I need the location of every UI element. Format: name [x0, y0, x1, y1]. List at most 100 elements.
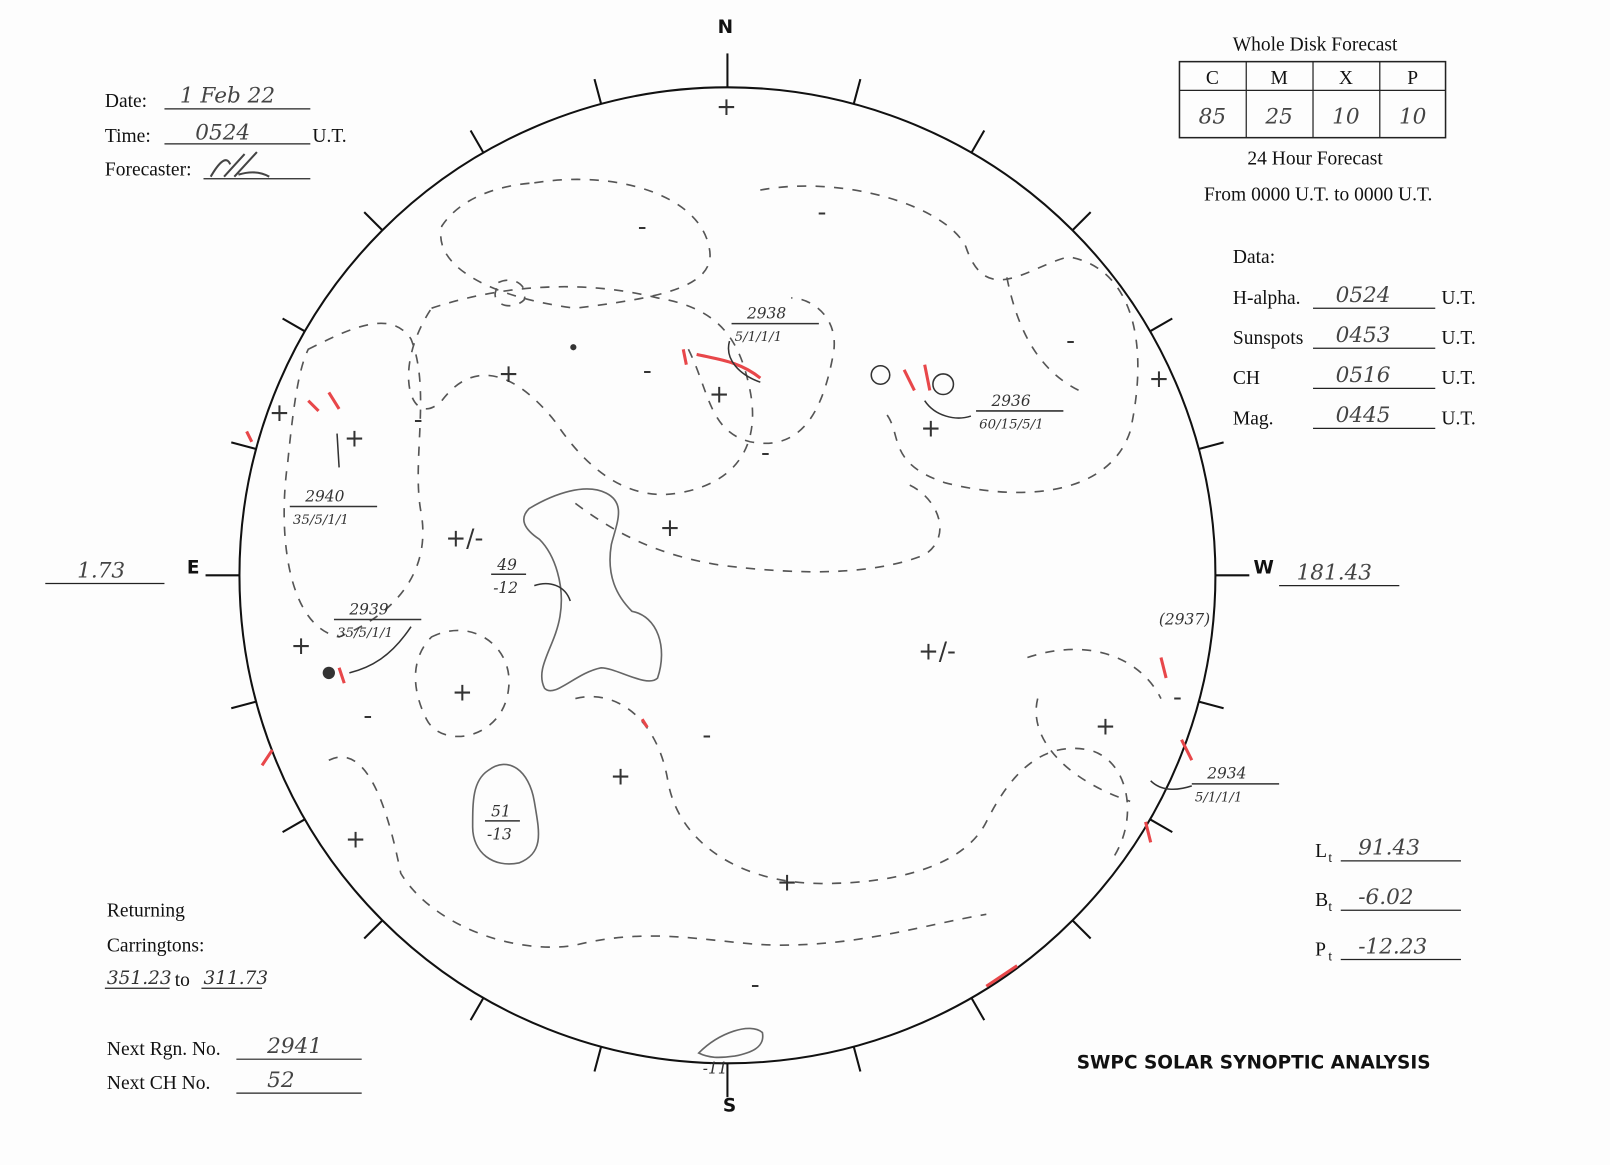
ch-value: -13 — [487, 825, 512, 843]
contour — [328, 756, 987, 948]
next-label: Next Rgn. No. — [107, 1039, 221, 1060]
coronal-hole — [697, 1027, 764, 1059]
coronal-hole — [523, 488, 663, 692]
forecast-column: M — [1270, 68, 1287, 89]
carr-label: Returning — [107, 900, 185, 921]
polarity-mark: - — [1173, 683, 1182, 712]
region-number: 2940 — [304, 487, 344, 505]
tick — [469, 129, 485, 154]
polarity-mark: - — [414, 405, 423, 434]
polarity-mark: - — [817, 198, 826, 227]
polarity-mark: + — [921, 413, 942, 442]
region-data: 35/5/1/1 — [293, 513, 349, 528]
time-unit: U.T. — [312, 126, 346, 147]
data-time: 0445 — [1336, 403, 1391, 428]
east-value: 1.73 — [77, 558, 125, 583]
forecast-value: 10 — [1332, 104, 1360, 129]
data-unit: U.T. — [1441, 368, 1475, 389]
param-value: -6.02 — [1358, 885, 1413, 910]
carr-to: 311.73 — [203, 968, 268, 989]
polarity-mark: + — [777, 868, 798, 897]
param-sub: t — [1328, 949, 1332, 964]
polarity-mark: - — [1066, 326, 1075, 355]
polarity-mark: + — [660, 513, 681, 542]
forecast-value: 25 — [1264, 104, 1292, 129]
region-data: 35/5/1/1 — [337, 626, 393, 641]
polarity-mark: +/- — [918, 636, 956, 665]
region-data: 5/1/1/1 — [735, 330, 782, 345]
tick — [593, 1046, 603, 1072]
contour — [575, 695, 1129, 885]
param-label: P — [1315, 939, 1326, 960]
data-time: 0453 — [1336, 323, 1391, 348]
tick — [1071, 919, 1092, 940]
param-label: L — [1315, 841, 1327, 862]
date-label: Date: — [105, 91, 147, 112]
time: 0524 — [195, 121, 250, 146]
polarity-mark: - — [751, 970, 760, 999]
sunspot — [932, 373, 955, 396]
tick — [970, 129, 986, 154]
east: E — [187, 557, 200, 578]
plage — [245, 348, 1194, 988]
west: W — [1254, 557, 1274, 578]
carr-label: Carringtons: — [107, 935, 205, 956]
tick — [231, 441, 257, 451]
south: S — [723, 1096, 736, 1117]
tick — [363, 211, 384, 231]
contour — [1027, 648, 1162, 803]
tick — [1149, 818, 1173, 834]
data-time: 0524 — [1336, 283, 1391, 308]
data-label: Mag. — [1233, 408, 1274, 429]
data-unit: U.T. — [1441, 328, 1475, 349]
tick — [469, 997, 485, 1021]
tick — [282, 317, 306, 333]
tick — [1149, 317, 1173, 333]
tick — [593, 78, 603, 105]
forecast-period: 24 Hour Forecast — [1247, 148, 1383, 169]
contour — [407, 285, 754, 496]
param-label: B — [1315, 890, 1328, 911]
param-sub: t — [1328, 899, 1332, 914]
param-sub: t — [1328, 850, 1332, 865]
polarity-mark: + — [1095, 711, 1116, 740]
sunspot — [870, 364, 891, 385]
region-number: 2938 — [746, 304, 786, 322]
sunspot — [570, 344, 577, 351]
forecaster-label: Forecaster: — [105, 160, 192, 181]
region-number: 2934 — [1206, 765, 1246, 783]
west-value: 181.43 — [1297, 560, 1372, 585]
contour — [283, 322, 424, 638]
data-label: Sunspots — [1233, 328, 1303, 349]
polarity-mark: + — [610, 762, 631, 791]
region-data: 5/1/1/1 — [1195, 790, 1242, 805]
region-number: 2936 — [990, 392, 1030, 410]
tick — [1198, 441, 1224, 451]
contour — [574, 482, 941, 573]
footer: SWPC SOLAR SYNOPTIC ANALYSIS — [1077, 1052, 1431, 1073]
polarity-mark: - — [638, 212, 647, 241]
contour — [687, 297, 835, 445]
forecast-column: X — [1339, 68, 1353, 89]
polarity-mark: - — [363, 701, 372, 730]
tick — [852, 78, 862, 105]
next-value: 52 — [267, 1068, 294, 1093]
region-number: 2939 — [348, 600, 388, 618]
north: N — [718, 17, 733, 38]
forecast-title: Whole Disk Forecast — [1233, 34, 1398, 55]
south-hole: -11 — [703, 1060, 728, 1078]
ch-number: 49 — [496, 556, 517, 574]
data-title: Data: — [1233, 247, 1275, 268]
polarity-mark: +/- — [446, 523, 484, 552]
other-region: (2937) — [1159, 611, 1210, 629]
sunspot — [322, 666, 335, 680]
polarity-mark: + — [1149, 364, 1170, 393]
param-value: 91.43 — [1358, 836, 1420, 861]
polarity-mark: - — [702, 721, 711, 750]
tick — [363, 919, 384, 940]
forecast-value: 85 — [1199, 104, 1226, 129]
data-label: CH — [1233, 368, 1260, 389]
tick — [970, 997, 986, 1021]
